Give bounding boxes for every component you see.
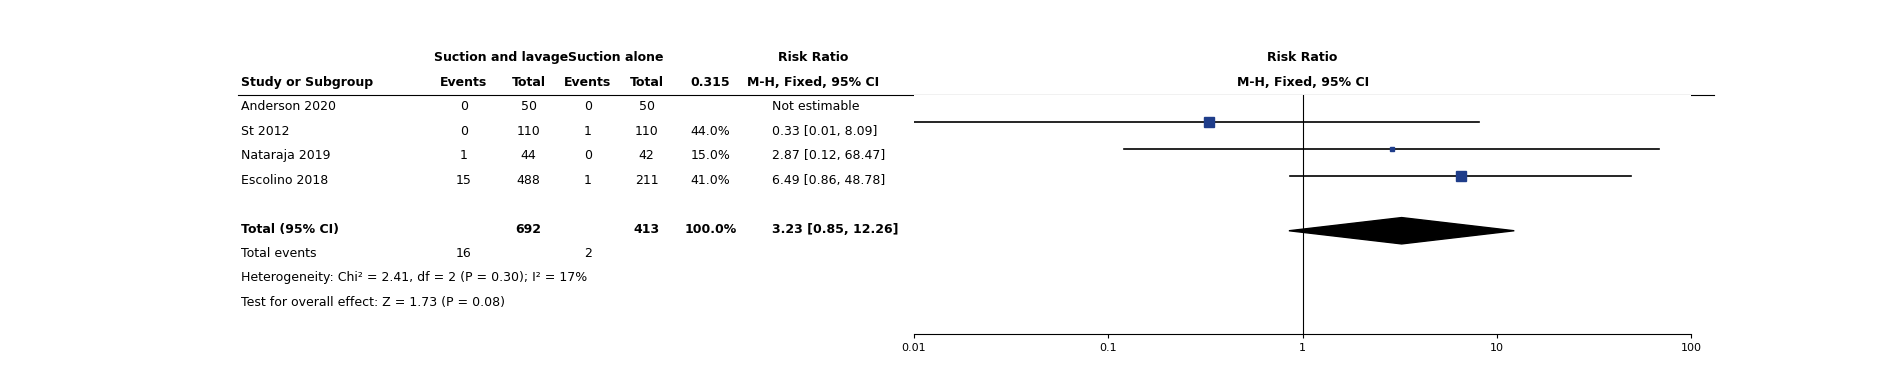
Text: Not estimable: Not estimable xyxy=(773,100,861,113)
Text: Total (95% CI): Total (95% CI) xyxy=(242,223,339,235)
Text: 692: 692 xyxy=(516,223,543,235)
Text: 0: 0 xyxy=(585,149,592,162)
Text: St 2012: St 2012 xyxy=(242,125,289,138)
Text: 0: 0 xyxy=(585,100,592,113)
Text: Heterogeneity: Chi² = 2.41, df = 2 (P = 0.30); I² = 17%: Heterogeneity: Chi² = 2.41, df = 2 (P = … xyxy=(242,272,586,285)
Text: 488: 488 xyxy=(516,174,541,187)
Text: 110: 110 xyxy=(516,125,541,138)
Text: 50: 50 xyxy=(520,100,537,113)
Text: 100.0%: 100.0% xyxy=(684,223,737,235)
Text: 16: 16 xyxy=(455,247,472,260)
Text: 0: 0 xyxy=(459,125,468,138)
Text: 1: 1 xyxy=(585,174,592,187)
Text: 2.87 [0.12, 68.47]: 2.87 [0.12, 68.47] xyxy=(773,149,885,162)
Text: Total: Total xyxy=(630,76,664,89)
Text: 413: 413 xyxy=(634,223,661,235)
Text: 50: 50 xyxy=(638,100,655,113)
Text: Nataraja 2019: Nataraja 2019 xyxy=(242,149,331,162)
Text: 3.23 [0.85, 12.26]: 3.23 [0.85, 12.26] xyxy=(773,223,899,235)
Text: 6.49 [0.86, 48.78]: 6.49 [0.86, 48.78] xyxy=(773,174,885,187)
Text: Anderson 2020: Anderson 2020 xyxy=(242,100,335,113)
Text: 0: 0 xyxy=(459,100,468,113)
Text: Events: Events xyxy=(440,76,487,89)
Text: M-H, Fixed, 95% CI: M-H, Fixed, 95% CI xyxy=(1236,76,1369,89)
Text: Escolino 2018: Escolino 2018 xyxy=(242,174,327,187)
Text: 15: 15 xyxy=(455,174,472,187)
Text: Test for overall effect: Z = 1.73 (P = 0.08): Test for overall effect: Z = 1.73 (P = 0… xyxy=(242,296,505,309)
Text: 41.0%: 41.0% xyxy=(691,174,729,187)
Text: Events: Events xyxy=(564,76,611,89)
Text: 110: 110 xyxy=(634,125,659,138)
Text: Total events: Total events xyxy=(242,247,316,260)
Text: M-H, Fixed, 95% CI: M-H, Fixed, 95% CI xyxy=(748,76,880,89)
Text: 1: 1 xyxy=(585,125,592,138)
Text: Risk Ratio: Risk Ratio xyxy=(1268,51,1339,64)
Text: 211: 211 xyxy=(634,174,659,187)
Text: 44.0%: 44.0% xyxy=(691,125,729,138)
Text: 44: 44 xyxy=(522,149,537,162)
Text: 0.315: 0.315 xyxy=(691,76,729,89)
Text: 15.0%: 15.0% xyxy=(691,149,729,162)
Text: 42: 42 xyxy=(640,149,655,162)
Text: 0.33 [0.01, 8.09]: 0.33 [0.01, 8.09] xyxy=(773,125,878,138)
Text: Suction and lavage: Suction and lavage xyxy=(434,51,567,64)
Text: 2: 2 xyxy=(585,247,592,260)
Text: Study or Subgroup: Study or Subgroup xyxy=(242,76,373,89)
Text: Risk Ratio: Risk Ratio xyxy=(779,51,849,64)
Text: Suction alone: Suction alone xyxy=(567,51,663,64)
Text: Total: Total xyxy=(512,76,546,89)
Text: 1: 1 xyxy=(461,149,468,162)
